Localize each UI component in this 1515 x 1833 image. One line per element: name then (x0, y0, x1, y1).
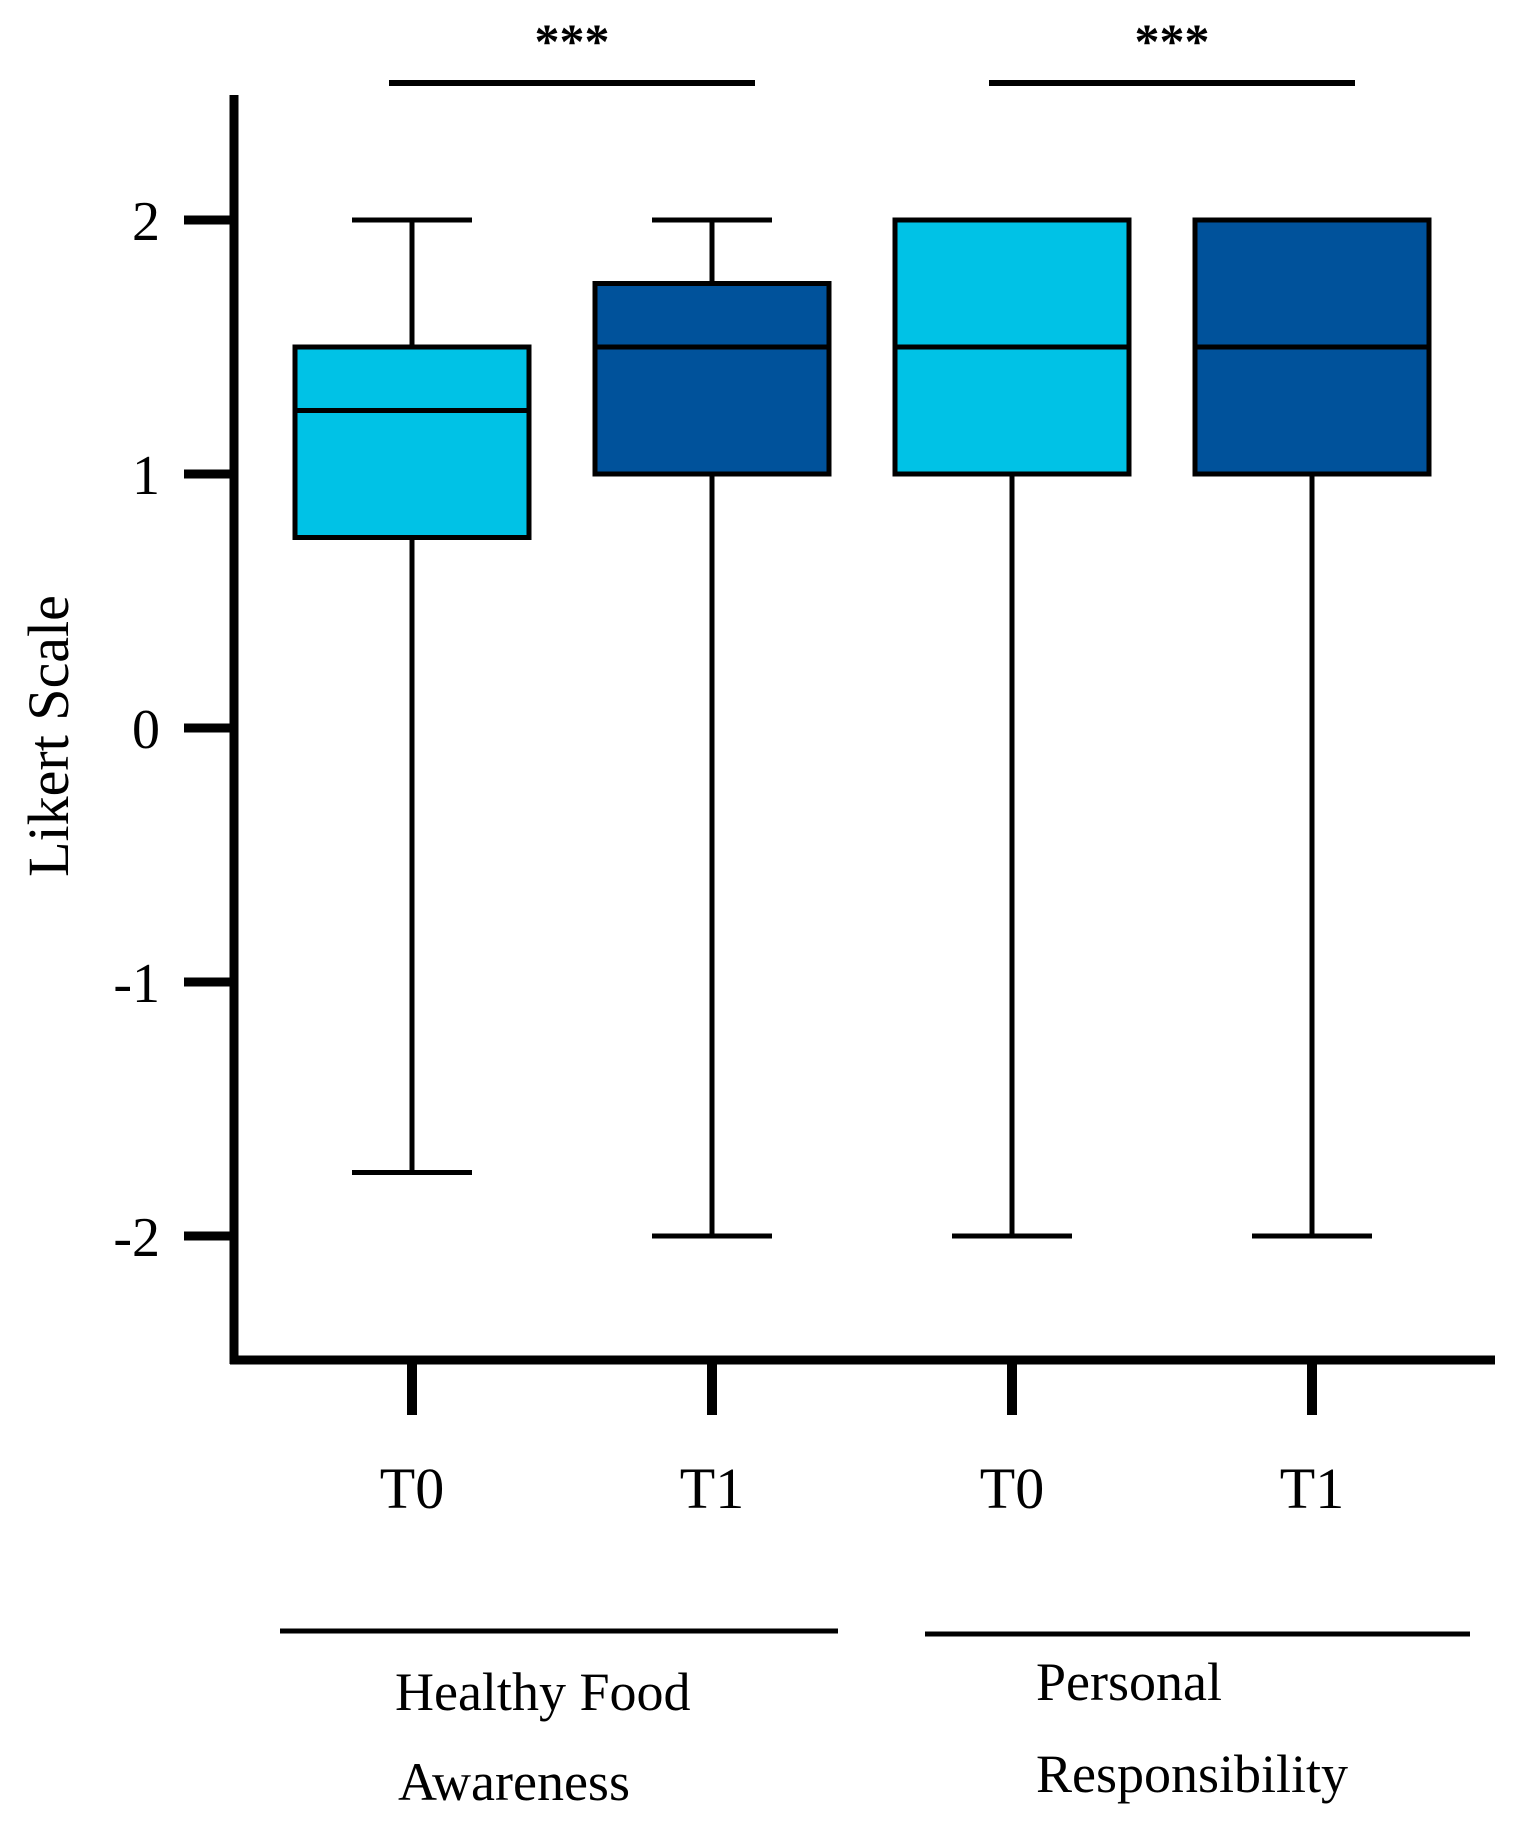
x-category-label: T0 (980, 1456, 1044, 1521)
box-healthy-food-t0 (292, 344, 532, 540)
x-category-label: T0 (380, 1456, 444, 1521)
y-tick-label: 0 (132, 699, 160, 761)
y-tick-label: -1 (113, 953, 160, 1015)
group-label-line: Personal (1036, 1652, 1222, 1712)
group-label-line: Responsibility (1036, 1744, 1348, 1804)
box-healthy-food-t1 (592, 281, 832, 477)
y-axis-title: Likert Scale (16, 595, 81, 877)
x-category-label: T1 (1280, 1456, 1344, 1521)
significance-label: *** (535, 13, 610, 69)
y-tick-label: -2 (113, 1207, 160, 1269)
group-label-line: Awareness (398, 1752, 630, 1812)
group-label-line: Healthy Food (395, 1662, 690, 1722)
significance-label: *** (1135, 13, 1210, 69)
y-tick-label: 2 (132, 191, 160, 253)
x-category-label: T1 (680, 1456, 744, 1521)
y-tick-label: 1 (132, 445, 160, 507)
